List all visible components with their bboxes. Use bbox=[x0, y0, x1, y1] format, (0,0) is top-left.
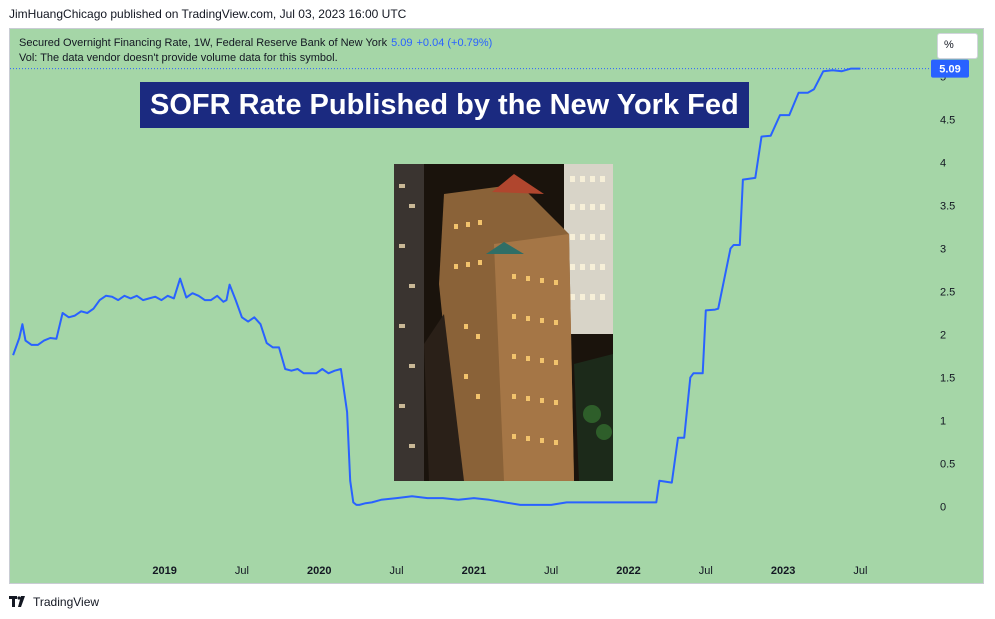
y-tick-label: 2 bbox=[940, 330, 946, 342]
y-tick-label: 3 bbox=[940, 243, 946, 255]
footer-brand: TradingView bbox=[33, 595, 100, 609]
y-tick-label: 3.5 bbox=[940, 200, 955, 212]
x-tick-label: 2021 bbox=[462, 565, 486, 577]
x-tick-label: Jul bbox=[390, 565, 404, 577]
x-tick-label: Jul bbox=[853, 565, 867, 577]
y-tick-label: 4.5 bbox=[940, 114, 955, 126]
volume-note: Vol: The data vendor doesn't provide vol… bbox=[19, 52, 338, 64]
y-tick-label: 2.5 bbox=[940, 287, 955, 299]
x-tick-label: Jul bbox=[235, 565, 249, 577]
x-tick-label: 2020 bbox=[307, 565, 331, 577]
publish-info: JimHuangChicago published on TradingView… bbox=[9, 7, 407, 21]
y-tick-label: 1 bbox=[940, 416, 946, 428]
x-tick-label: Jul bbox=[544, 565, 558, 577]
y-tick-label: 1.5 bbox=[940, 373, 955, 385]
y-tick-label: 0 bbox=[940, 502, 946, 514]
change-value: +0.04 (+0.79%) bbox=[416, 37, 493, 49]
chart-title-banner: SOFR Rate Published by the New York Fed bbox=[140, 82, 749, 128]
x-tick-label: 2023 bbox=[771, 565, 795, 577]
y-tick-label: 4 bbox=[940, 157, 946, 169]
chart-panel[interactable]: 00.511.522.533.544.552019Jul2020Jul2021J… bbox=[9, 28, 984, 584]
x-tick-label: 2019 bbox=[152, 565, 176, 577]
tv-logo-icon bbox=[9, 596, 25, 607]
x-tick-label: 2022 bbox=[616, 565, 640, 577]
last-price-label: 5.09 bbox=[939, 64, 960, 76]
price-chart[interactable]: 00.511.522.533.544.552019Jul2020Jul2021J… bbox=[10, 29, 983, 583]
sofr-series-line bbox=[12, 67, 861, 506]
x-tick-label: Jul bbox=[699, 565, 713, 577]
last-price-box bbox=[931, 59, 969, 78]
last-value: 5.09 bbox=[391, 37, 413, 49]
percent-scale-button[interactable]: % bbox=[937, 33, 978, 59]
chart-legend: Secured Overnight Financing Rate, 1W, Fe… bbox=[19, 36, 492, 66]
symbol-name[interactable]: Secured Overnight Financing Rate, 1W, Fe… bbox=[19, 37, 388, 49]
y-tick-label: 0.5 bbox=[940, 459, 955, 471]
fed-building-photo bbox=[394, 164, 613, 481]
tradingview-logo[interactable]: TradingView bbox=[9, 595, 99, 609]
